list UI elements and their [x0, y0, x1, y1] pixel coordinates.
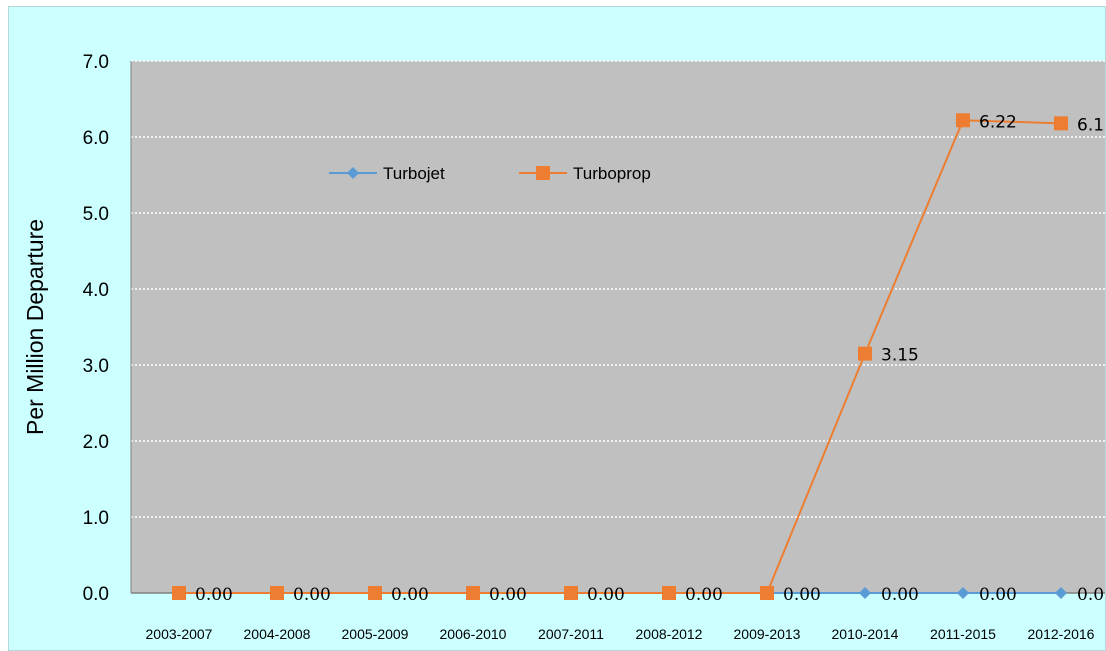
turboprop-legend-marker: [536, 166, 550, 180]
turboprop-point: [662, 586, 676, 600]
y-tick-label: 7.0: [83, 52, 109, 73]
x-tick-label: 2006-2010: [440, 626, 507, 642]
turboprop-point: [760, 586, 774, 600]
turboprop-data-label: 6.22: [979, 112, 1017, 132]
y-tick-label: 1.0: [83, 508, 109, 529]
chart-area: 0.0 1.0 2.0 3.0 4.0 5.0 6.0 7.0 2003-2007 2004-20…: [8, 6, 1106, 651]
turboprop-data-label: 6.18: [1077, 115, 1106, 135]
legend: Turbojet Turboprop: [329, 164, 651, 183]
turboprop-data-label: 3.15: [881, 346, 919, 366]
turboprop-point: [956, 113, 970, 128]
y-tick-label: 2.0: [83, 432, 109, 453]
x-tick-label: 2008-2012: [636, 626, 703, 642]
x-tick-label: 2009-2013: [734, 626, 801, 642]
y-tick-label: 0.0: [83, 584, 109, 605]
turboprop-point: [1054, 116, 1068, 131]
y-axis-title: Per Million Departure: [22, 219, 48, 435]
axes: 0.0 1.0 2.0 3.0 4.0 5.0 6.0 7.0 2003-2007 2004-20…: [83, 52, 1105, 642]
turboprop-point: [270, 586, 284, 600]
turbojet-data-label: 0.00: [1077, 585, 1106, 605]
turboprop-point: [564, 586, 578, 600]
turboprop-legend-label: Turboprop: [573, 164, 651, 183]
y-tick-label: 4.0: [83, 280, 109, 301]
turbojet-data-label: 0.00: [881, 585, 919, 605]
turboprop-data-label: 0.00: [783, 585, 821, 605]
y-tick-label: 3.0: [83, 356, 109, 377]
data-labels: 0.00 0.00 0.00 0.00 0.00 0.00 0.00 0.00 0.00 0.00…: [195, 112, 1106, 605]
turboprop-data-label: 0.00: [293, 585, 331, 605]
x-tick-label: 2004-2008: [244, 626, 311, 642]
turbojet-legend-marker: [347, 167, 359, 179]
turboprop-point: [368, 586, 382, 600]
x-tick-label: 2012-2016: [1028, 626, 1095, 642]
series: [172, 113, 1068, 600]
turbojet-point: [957, 587, 969, 599]
x-tick-label: 2010-2014: [832, 626, 899, 642]
turboprop-data-label: 0.00: [587, 585, 625, 605]
turboprop-point: [858, 346, 872, 361]
turboprop-point: [466, 586, 480, 600]
turboprop-data-label: 0.00: [195, 585, 233, 605]
turbojet-point: [859, 587, 871, 599]
turboprop-line: [179, 119, 1062, 594]
x-tick-label: 2003-2007: [146, 626, 213, 642]
line-chart: 0.0 1.0 2.0 3.0 4.0 5.0 6.0 7.0 2003-2007 2004-20…: [22, 52, 1106, 642]
gridlines: [131, 60, 1105, 518]
y-tick-label: 6.0: [83, 128, 109, 149]
plot-area: [131, 61, 1105, 593]
turboprop-data-label: 0.00: [489, 585, 527, 605]
turbojet-data-label: 0.00: [979, 585, 1017, 605]
y-tick-label: 5.0: [83, 204, 109, 225]
turboprop-data-label: 0.00: [391, 585, 429, 605]
turboprop-data-label: 0.00: [685, 585, 723, 605]
x-tick-label: 2005-2009: [342, 626, 409, 642]
turbojet-point: [1055, 587, 1067, 599]
turbojet-legend-label: Turbojet: [383, 164, 445, 183]
turboprop-point: [172, 586, 186, 600]
x-tick-label: 2007-2011: [538, 626, 604, 642]
x-tick-label: 2011-2015: [930, 626, 996, 642]
